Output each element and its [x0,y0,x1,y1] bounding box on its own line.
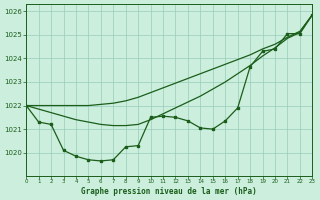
X-axis label: Graphe pression niveau de la mer (hPa): Graphe pression niveau de la mer (hPa) [81,187,257,196]
